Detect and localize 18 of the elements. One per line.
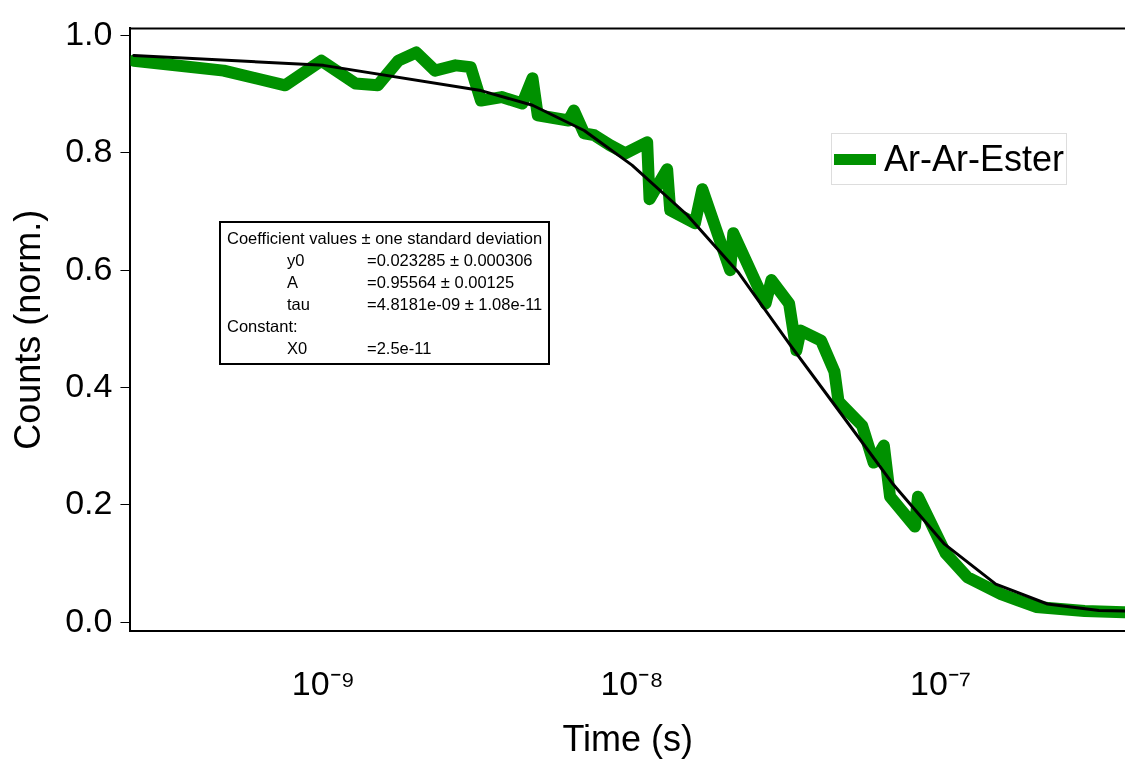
y-tick-label: 1.0 [65, 13, 113, 52]
annotation: Constant: [227, 316, 299, 337]
x-tick-label: 10⁻⁹ [291, 663, 356, 702]
x-axis-title: Time (s) [562, 718, 694, 760]
legend-label: Ar-Ar-Ester [884, 138, 1064, 180]
y-tick-label: 0.4 [65, 365, 113, 404]
text: A =0.95564 ± 0.00125 [287, 273, 515, 291]
x-tick-label: 10⁻⁸ [600, 663, 664, 702]
y-tick-label: 0.0 [65, 600, 113, 639]
y-tick-label: 0.6 [65, 248, 113, 287]
y-tick-label: 0.2 [65, 483, 113, 522]
x-tick-label: 10⁻⁷ [910, 663, 972, 702]
text: y0 =0.023285 ± 0.000306 [287, 251, 533, 269]
y-axis-title: Counts (norm.) [6, 209, 48, 450]
y-tick-label: 0.8 [65, 131, 113, 170]
text: tau =4.8181e-09 ± 1.08e-11 [287, 295, 543, 313]
text: X0 =2.5e-11 [287, 339, 432, 357]
annotation: Coefficient values ± one standard deviation [227, 228, 543, 249]
